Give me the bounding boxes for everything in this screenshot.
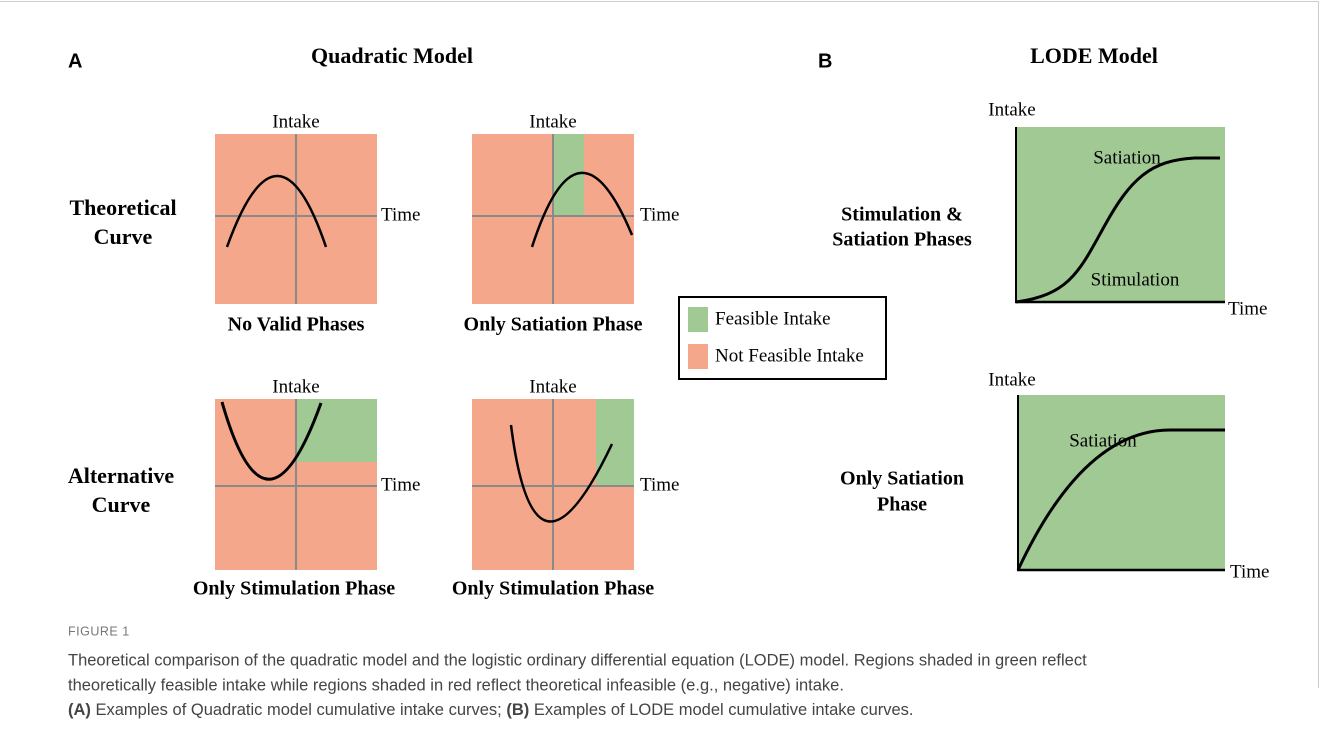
axis-label: Time	[1228, 298, 1267, 319]
row-label: Only Satiation	[840, 468, 964, 490]
plot-caption: No Valid Phases	[228, 314, 365, 336]
panel-letter: A	[68, 50, 82, 72]
axis-label: Intake	[529, 376, 576, 397]
axis-label: Intake	[272, 111, 319, 132]
feasible-region	[1016, 127, 1225, 302]
row-label: Satiation Phases	[832, 229, 972, 251]
curve	[1016, 428, 1225, 571]
plot	[472, 399, 634, 570]
panel-title: LODE Model	[1030, 43, 1158, 68]
annotation: Satiation	[1093, 147, 1161, 168]
plot	[472, 134, 634, 304]
caption-line: (A) Examples of Quadratic model cumulati…	[68, 701, 914, 719]
axis-label: Time	[640, 204, 679, 225]
curve	[1015, 156, 1220, 304]
legend-label: Not Feasible Intake	[715, 345, 864, 366]
row-label: Alternative	[68, 463, 175, 488]
caption-text: Examples of Quadratic model cumulative i…	[91, 701, 506, 719]
caption-line: theoretically feasible intake while regi…	[68, 676, 844, 694]
caption-ref: (A)	[68, 701, 91, 719]
axis-label: Time	[381, 474, 420, 495]
axis-label: Time	[640, 474, 679, 495]
axis-label: Time	[381, 204, 420, 225]
caption-text: Examples of LODE model cumulative intake…	[529, 701, 913, 719]
feasible-region	[1018, 395, 1225, 570]
feasible-region	[296, 399, 377, 462]
curve	[509, 424, 614, 523]
plot	[1015, 127, 1225, 304]
plot-caption: Only Satiation Phase	[464, 314, 643, 336]
plot-caption: Only Stimulation Phase	[452, 578, 654, 600]
axis-label: Intake	[988, 369, 1035, 390]
row-label: Theoretical	[69, 195, 176, 220]
plot	[215, 399, 377, 570]
axis-label: Intake	[272, 376, 319, 397]
figure-label: FIGURE 1	[68, 624, 130, 638]
row-label: Curve	[92, 492, 151, 517]
plot	[1016, 395, 1225, 572]
legend-label: Feasible Intake	[715, 308, 831, 329]
row-label: Curve	[94, 224, 153, 249]
row-label: Phase	[877, 494, 927, 516]
annotation: Satiation	[1069, 430, 1137, 451]
axis-label: Intake	[529, 111, 576, 132]
panel-letter: B	[818, 50, 832, 72]
caption-ref: (B)	[506, 701, 529, 719]
plot	[215, 134, 377, 304]
legend-swatch	[688, 307, 708, 332]
caption-line: Theoretical comparison of the quadratic …	[68, 651, 1087, 669]
curve	[530, 171, 634, 248]
annotation: Stimulation	[1091, 269, 1180, 290]
axis-label: Time	[1230, 561, 1269, 582]
curve	[220, 401, 323, 481]
plot-caption: Only Stimulation Phase	[193, 578, 395, 600]
feasible-region	[596, 399, 634, 486]
legend-swatch	[688, 344, 708, 369]
legend: Feasible Intake Not Feasible Intake	[678, 296, 887, 380]
row-label: Stimulation &	[841, 204, 963, 226]
panel-title: Quadratic Model	[311, 43, 473, 68]
curve	[225, 174, 328, 248]
feasible-region	[553, 134, 584, 216]
legend-box	[678, 296, 887, 380]
axis-label: Intake	[988, 99, 1035, 120]
